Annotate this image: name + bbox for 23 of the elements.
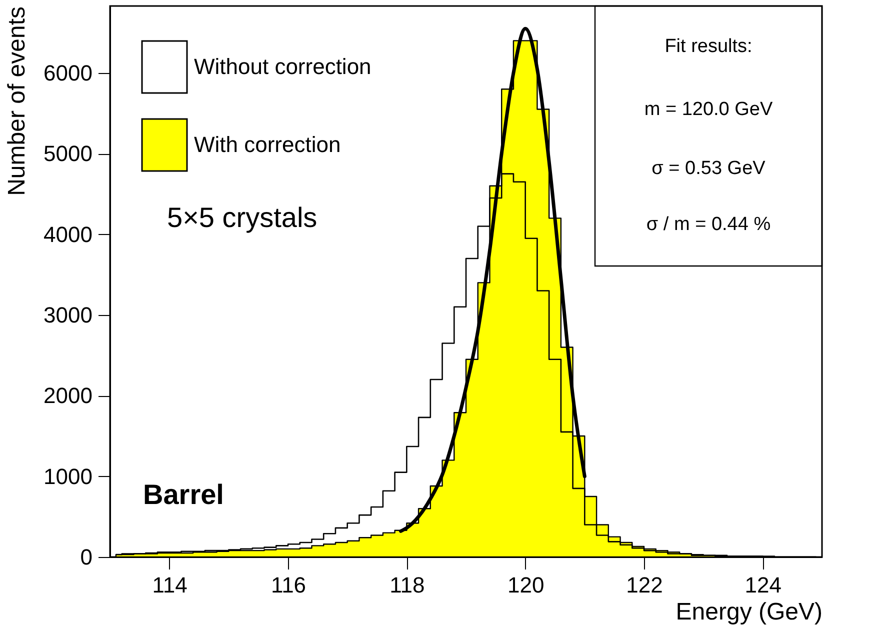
- x-tick-label: 124: [744, 572, 782, 598]
- x-axis-title: Energy (GeV): [676, 598, 822, 626]
- y-tick-label: 6000: [44, 60, 92, 86]
- annotation: Barrel: [143, 479, 224, 510]
- y-tick-label: 2000: [44, 383, 92, 408]
- x-tick-label: 118: [390, 572, 425, 598]
- legend-label: Without correction: [194, 54, 372, 79]
- x-tick-label: 122: [626, 572, 663, 598]
- y-axis-title: Number of events: [4, 6, 31, 196]
- legend-label: With correction: [194, 132, 341, 157]
- y-tick-label: 1000: [44, 464, 92, 489]
- y-tick-label: 3000: [44, 302, 92, 328]
- x-tick-label: 120: [507, 572, 544, 598]
- annotation: m = 120.0 GeV: [644, 99, 773, 120]
- x-tick-label: 116: [270, 572, 306, 598]
- y-tick-label: 0: [80, 544, 92, 570]
- y-tick-label: 5000: [44, 141, 92, 166]
- annotation: 5×5 crystals: [167, 202, 318, 233]
- annotation: σ = 0.53 GeV: [652, 158, 766, 179]
- annotation: σ / m = 0.44 %: [646, 214, 771, 235]
- y-tick-label: 4000: [44, 222, 92, 247]
- x-tick-label: 114: [152, 572, 188, 598]
- annotation: Fit results:: [664, 36, 752, 57]
